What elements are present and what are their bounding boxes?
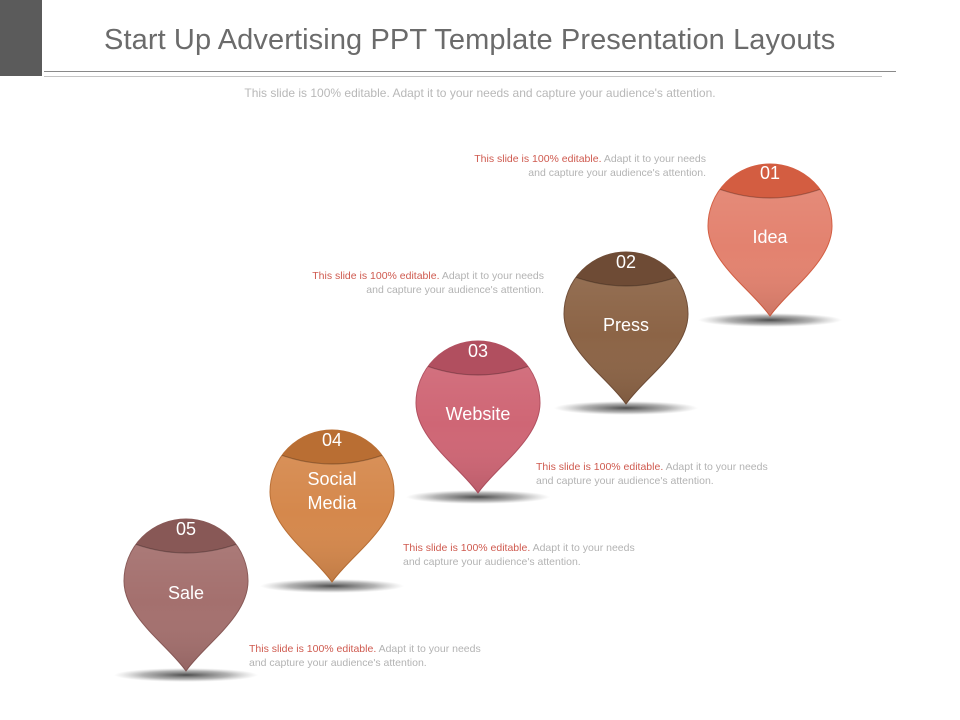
caption-body: Adapt it to your needs and capture your …: [403, 542, 635, 568]
pin-shadow: [554, 401, 698, 415]
caption-lead: This slide is 100% editable.: [474, 153, 602, 165]
step-caption-04: This slide is 100% editable. Adapt it to…: [403, 541, 635, 569]
pin-label: Media: [307, 493, 357, 513]
pin-number: 02: [616, 252, 636, 272]
pin-label: Press: [603, 315, 649, 335]
pin-step-05: 05 Sale: [114, 518, 258, 682]
pin-number: 04: [322, 430, 342, 450]
step-caption-01: This slide is 100% editable. Adapt it to…: [474, 152, 706, 180]
title-divider: [44, 71, 896, 72]
corner-accent-block: [0, 0, 42, 76]
step-caption-03: This slide is 100% editable. Adapt it to…: [536, 460, 768, 488]
pin-number: 03: [468, 341, 488, 361]
caption-body: Adapt it to your needs and capture your …: [536, 461, 768, 487]
pin-shadow: [114, 668, 258, 682]
pin-label: Website: [446, 404, 511, 424]
caption-body: Adapt it to your needs and capture your …: [366, 270, 544, 296]
pin-number: 05: [176, 519, 196, 539]
pin-label: Social: [307, 469, 356, 489]
pin-shading: [124, 519, 248, 671]
pin-shading: [416, 341, 540, 493]
pin-shadow: [260, 579, 404, 593]
pin-shadow: [698, 313, 842, 327]
pin-number: 01: [760, 163, 780, 183]
pin-label: Idea: [752, 227, 788, 247]
caption-lead: This slide is 100% editable.: [249, 643, 377, 655]
slide-title: Start Up Advertising PPT Template Presen…: [104, 24, 836, 56]
slide-subtitle: This slide is 100% editable. Adapt it to…: [244, 86, 716, 100]
pin-step-04: 04 Social Media: [260, 429, 404, 593]
step-caption-02: This slide is 100% editable. Adapt it to…: [312, 269, 544, 297]
step-caption-05: This slide is 100% editable. Adapt it to…: [249, 642, 481, 670]
title-divider-secondary: [44, 76, 882, 77]
caption-lead: This slide is 100% editable.: [312, 270, 440, 282]
pin-shading: [270, 430, 394, 582]
pin-shadow: [406, 490, 550, 504]
pin-shading: [708, 164, 832, 316]
pin-label: Sale: [168, 583, 204, 603]
caption-body: Adapt it to your needs and capture your …: [528, 153, 706, 179]
pin-step-03: 03 Website: [406, 340, 550, 504]
caption-lead: This slide is 100% editable.: [536, 461, 664, 473]
pin-step-02: 02 Press: [554, 251, 698, 415]
pin-step-01: 01 Idea: [698, 163, 842, 327]
caption-lead: This slide is 100% editable.: [403, 542, 531, 554]
pin-shading: [564, 252, 688, 404]
caption-body: Adapt it to your needs and capture your …: [249, 643, 481, 669]
